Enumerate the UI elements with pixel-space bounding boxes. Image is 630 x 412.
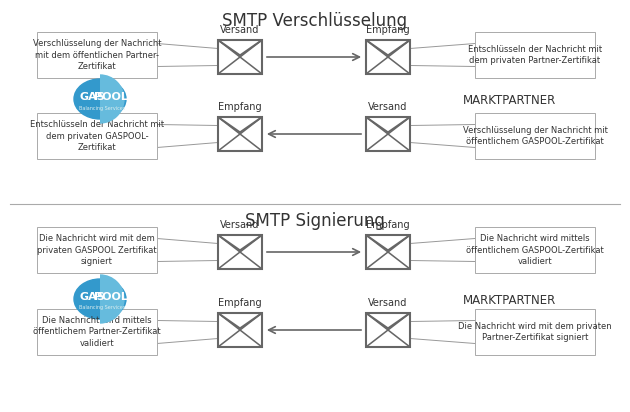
Text: SMTP Signierung: SMTP Signierung — [245, 212, 385, 230]
Text: Verschlüsselung der Nachricht
mit dem öffentlichen Partner-
Zertifikat: Verschlüsselung der Nachricht mit dem öf… — [33, 40, 161, 70]
Text: Balancing Services: Balancing Services — [79, 105, 126, 110]
Text: Empfang: Empfang — [218, 102, 262, 112]
Text: Empfang: Empfang — [366, 25, 410, 35]
Bar — [218, 313, 262, 347]
Text: Empfang: Empfang — [218, 298, 262, 308]
Text: Versand: Versand — [220, 25, 260, 35]
Text: Empfang: Empfang — [366, 220, 410, 230]
Ellipse shape — [74, 279, 126, 319]
FancyBboxPatch shape — [37, 32, 157, 78]
Text: Die Nachricht wird mit dem privaten
Partner-Zertifikat signiert: Die Nachricht wird mit dem privaten Part… — [458, 322, 612, 342]
Bar — [366, 40, 410, 74]
Text: Verschlüsselung der Nachricht mit
öffentlichem GASPOOL-Zertifikat: Verschlüsselung der Nachricht mit öffent… — [462, 126, 607, 146]
Text: GAS: GAS — [79, 292, 105, 302]
Bar — [218, 117, 262, 151]
FancyBboxPatch shape — [475, 113, 595, 159]
Wedge shape — [100, 74, 125, 124]
Text: MARKTPARTNER: MARKTPARTNER — [464, 293, 557, 307]
Text: Versand: Versand — [369, 298, 408, 308]
Text: POOL: POOL — [94, 92, 128, 102]
Text: Balancing Services: Balancing Services — [79, 306, 126, 311]
Text: Entschlüsseln der Nachricht mit
dem privaten Partner-Zertifikat: Entschlüsseln der Nachricht mit dem priv… — [468, 45, 602, 65]
FancyBboxPatch shape — [37, 113, 157, 159]
Ellipse shape — [74, 79, 126, 119]
Text: Versand: Versand — [220, 220, 260, 230]
FancyBboxPatch shape — [37, 309, 157, 355]
FancyBboxPatch shape — [475, 309, 595, 355]
FancyBboxPatch shape — [475, 227, 595, 273]
Text: Versand: Versand — [369, 102, 408, 112]
Text: MARKTPARTNER: MARKTPARTNER — [464, 94, 557, 106]
Bar — [218, 235, 262, 269]
FancyBboxPatch shape — [37, 227, 157, 273]
Text: POOL: POOL — [94, 292, 128, 302]
Text: Die Nachricht wird mittels
öffentlichem GASPOOL-Zertifikat
validiert: Die Nachricht wird mittels öffentlichem … — [466, 234, 604, 266]
Text: GAS: GAS — [79, 92, 105, 102]
Text: Die Nachricht wird mit dem
privaten GASPOOL Zertifikat
signiert: Die Nachricht wird mit dem privaten GASP… — [37, 234, 157, 266]
Text: Die Nachricht wird mittels
öffentlichem Partner-Zertifikat
validiert: Die Nachricht wird mittels öffentlichem … — [33, 316, 161, 348]
Text: SMTP Verschlüsselung: SMTP Verschlüsselung — [222, 12, 408, 30]
Bar — [218, 40, 262, 74]
Wedge shape — [100, 274, 125, 324]
Bar — [366, 235, 410, 269]
Bar — [366, 117, 410, 151]
Text: Entschlüsseln der Nachricht mit
dem privaten GASPOOL-
Zertifikat: Entschlüsseln der Nachricht mit dem priv… — [30, 120, 164, 152]
Bar — [366, 313, 410, 347]
FancyBboxPatch shape — [475, 32, 595, 78]
